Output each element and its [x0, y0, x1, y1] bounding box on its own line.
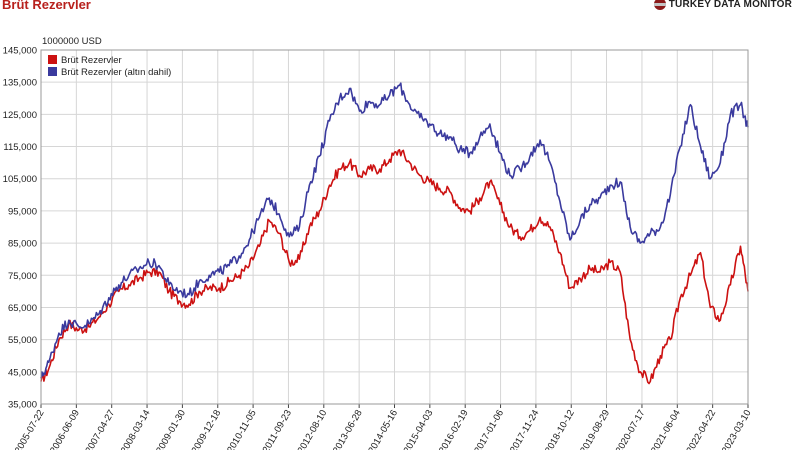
x-tick-label: 2008-03-14 — [119, 408, 153, 450]
y-tick-label: 45,000 — [8, 367, 37, 378]
x-tick-label: 2013-06-28 — [331, 408, 365, 450]
x-tick-label: 2015-04-03 — [402, 408, 436, 450]
x-tick-label: 2017-11-24 — [508, 408, 541, 450]
x-tick-label: 2009-01-30 — [154, 408, 188, 450]
series-line-1 — [40, 149, 749, 385]
x-tick-label: 2006-06-09 — [48, 408, 82, 450]
y-tick-label: 35,000 — [8, 400, 37, 411]
x-tick-label: 2007-04-27 — [83, 408, 117, 450]
x-tick-label: 2019-08-29 — [578, 408, 612, 450]
y-tick-label: 105,000 — [3, 174, 37, 185]
y-tick-label: 65,000 — [8, 303, 37, 314]
series-line-2 — [40, 82, 749, 379]
x-tick-label: 2010-11-05 — [225, 408, 258, 450]
y-tick-label: 145,000 — [3, 46, 37, 57]
y-tick-label: 75,000 — [8, 271, 37, 282]
brand-logo-icon — [653, 0, 666, 10]
y-tick-label: 95,000 — [8, 206, 37, 217]
y-axis-label: 1000000 USD — [42, 36, 102, 47]
x-tick-label: 2021-06-04 — [649, 408, 683, 450]
chart-title: Brüt Rezervler — [2, 0, 91, 12]
x-tick-label: 2018-10-12 — [543, 408, 577, 450]
y-tick-label: 135,000 — [3, 78, 37, 89]
legend-swatch-series-1 — [48, 55, 57, 64]
x-tick-label: 2020-07-17 — [614, 408, 648, 450]
x-tick-label: 2005-07-22 — [13, 408, 47, 450]
brand-badge: TURKEY DATA MONITOR — [653, 0, 792, 10]
series-layer — [40, 82, 749, 385]
legend-label-series-2: Brüt Rezervler (altın dahil) — [61, 67, 171, 78]
x-tick-label: 2012-08-10 — [296, 408, 330, 450]
x-tick-label: 2023-03-10 — [720, 408, 754, 450]
x-tick-label: 2009-12-18 — [190, 408, 224, 450]
y-tick-label: 85,000 — [8, 239, 37, 250]
y-tick-label: 55,000 — [8, 335, 37, 346]
chart-legend: Brüt Rezervler Brüt Rezervler (altın dah… — [48, 55, 171, 78]
x-tick-label: 2014-05-16 — [366, 408, 400, 450]
legend-swatch-series-2 — [48, 67, 57, 76]
y-tick-label: 125,000 — [3, 110, 37, 121]
plot-frame — [40, 49, 749, 405]
legend-label-series-1: Brüt Rezervler — [61, 55, 122, 66]
x-tick-label: 2017-01-06 — [472, 408, 506, 450]
grid-layer — [40, 49, 749, 405]
y-tick-label: 115,000 — [3, 142, 37, 153]
brand-name: TURKEY DATA MONITOR — [668, 0, 792, 10]
x-tick-label: 2016-02-19 — [437, 408, 471, 450]
x-tick-label: 2022-04-22 — [684, 408, 718, 450]
x-tick-label: 2011-09-23 — [261, 408, 294, 450]
